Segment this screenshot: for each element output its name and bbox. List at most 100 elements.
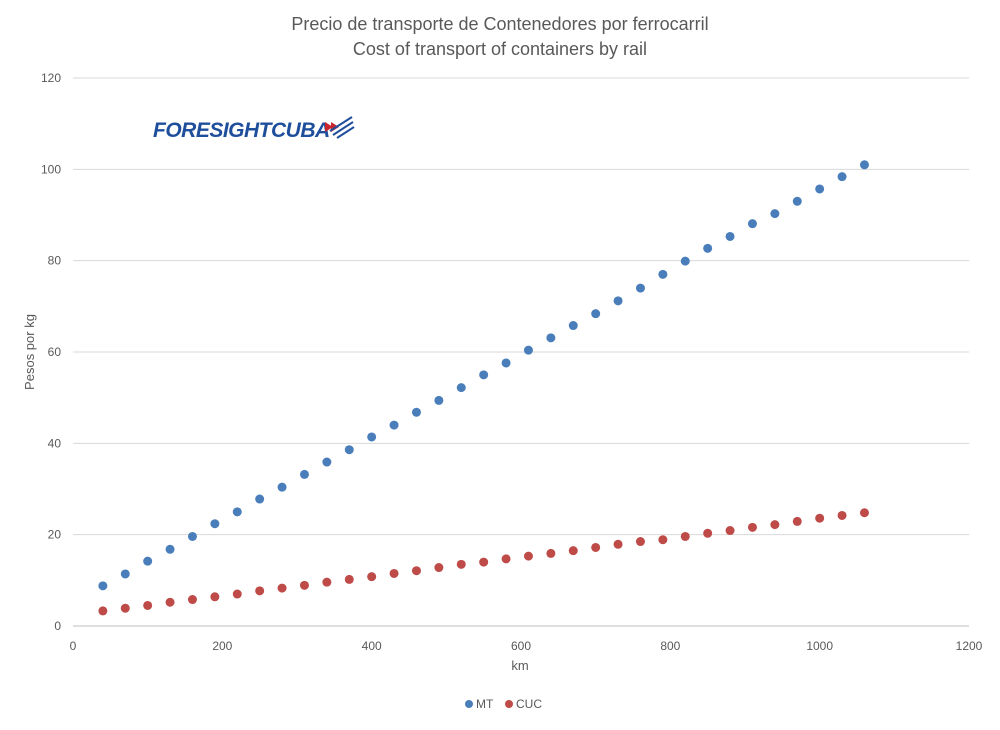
point-mt [389, 420, 399, 430]
point-cuc [299, 580, 309, 590]
point-mt [479, 370, 489, 380]
point-mt [210, 519, 220, 529]
y-tick-label: 20 [48, 528, 62, 542]
point-mt [792, 196, 802, 206]
point-mt [613, 296, 623, 306]
point-mt [747, 219, 757, 229]
point-cuc [613, 539, 623, 549]
point-mt [635, 283, 645, 293]
point-cuc [591, 542, 601, 552]
point-cuc [815, 513, 825, 523]
point-cuc [837, 510, 847, 520]
legend: MT CUC [465, 697, 542, 711]
point-cuc [703, 528, 713, 538]
point-cuc [187, 595, 197, 605]
x-tick-label: 1200 [956, 639, 983, 653]
foresightcuba-logo: FORESIGHTCUBA [153, 116, 355, 142]
legend-marker-mt [465, 700, 473, 708]
point-mt [859, 160, 869, 170]
point-cuc [479, 557, 489, 567]
y-tick-label: 0 [54, 619, 61, 633]
legend-marker-cuc [505, 700, 513, 708]
point-cuc [747, 522, 757, 532]
x-tick-labels: 0 200 400 600 800 1000 1200 [70, 639, 983, 653]
point-cuc [344, 574, 354, 584]
y-tick-label: 100 [41, 162, 61, 176]
x-axis-title: km [511, 658, 528, 673]
point-mt [255, 494, 265, 504]
point-mt [187, 531, 197, 541]
y-tick-label: 120 [41, 71, 61, 85]
point-cuc [210, 592, 220, 602]
point-cuc [322, 577, 332, 587]
y-tick-label: 80 [48, 254, 62, 268]
point-cuc [658, 535, 668, 545]
data-points [98, 160, 869, 616]
point-mt [322, 457, 332, 467]
point-cuc [568, 546, 578, 556]
point-mt [501, 358, 511, 368]
point-mt [658, 269, 668, 279]
point-cuc [411, 566, 421, 576]
point-mt [143, 556, 153, 566]
y-axis-title: Pesos por kg [22, 314, 37, 390]
point-cuc [143, 600, 153, 610]
point-mt [837, 172, 847, 182]
point-mt [456, 383, 466, 393]
point-cuc [389, 568, 399, 578]
y-tick-label: 40 [48, 436, 62, 450]
point-mt [591, 309, 601, 319]
chart-title: Precio de transporte de Contenedores por… [291, 14, 708, 34]
point-cuc [523, 551, 533, 561]
logo-wordmark: FORESIGHTCUBA [153, 119, 330, 142]
gridlines [73, 77, 969, 627]
point-cuc [725, 526, 735, 536]
x-tick-label: 200 [212, 639, 232, 653]
legend-label-mt: MT [476, 697, 494, 711]
point-mt [277, 482, 287, 492]
point-mt [703, 243, 713, 253]
point-mt [120, 569, 130, 579]
x-tick-label: 600 [511, 639, 531, 653]
point-mt [367, 432, 377, 442]
point-cuc [367, 572, 377, 582]
x-tick-label: 400 [362, 639, 382, 653]
chart-subtitle: Cost of transport of containers by rail [353, 39, 647, 59]
point-cuc [635, 537, 645, 547]
y-tick-labels: 0 20 40 60 80 100 120 [41, 71, 61, 633]
point-mt [568, 321, 578, 331]
point-cuc [680, 531, 690, 541]
point-cuc [770, 520, 780, 530]
y-tick-label: 60 [48, 345, 62, 359]
point-mt [770, 209, 780, 219]
point-mt [434, 395, 444, 405]
point-cuc [255, 586, 265, 596]
point-cuc [434, 563, 444, 573]
point-mt [523, 345, 533, 355]
point-cuc [501, 554, 511, 564]
point-cuc [232, 589, 242, 599]
point-mt [344, 445, 354, 455]
point-mt [98, 581, 108, 591]
legend-label-cuc: CUC [516, 697, 542, 711]
point-mt [680, 256, 690, 266]
point-mt [725, 231, 735, 241]
point-cuc [456, 559, 466, 569]
point-cuc [277, 583, 287, 593]
point-cuc [98, 606, 108, 616]
point-mt [299, 469, 309, 479]
point-mt [165, 544, 175, 554]
x-tick-label: 800 [660, 639, 680, 653]
point-mt [232, 507, 242, 517]
x-tick-label: 0 [70, 639, 77, 653]
point-cuc [546, 548, 556, 558]
point-mt [546, 333, 556, 343]
logo-arrows-icon [325, 116, 355, 139]
point-cuc [792, 516, 802, 526]
x-tick-label: 1000 [806, 639, 833, 653]
point-mt [411, 407, 421, 417]
point-cuc [165, 597, 175, 607]
point-cuc [120, 603, 130, 613]
